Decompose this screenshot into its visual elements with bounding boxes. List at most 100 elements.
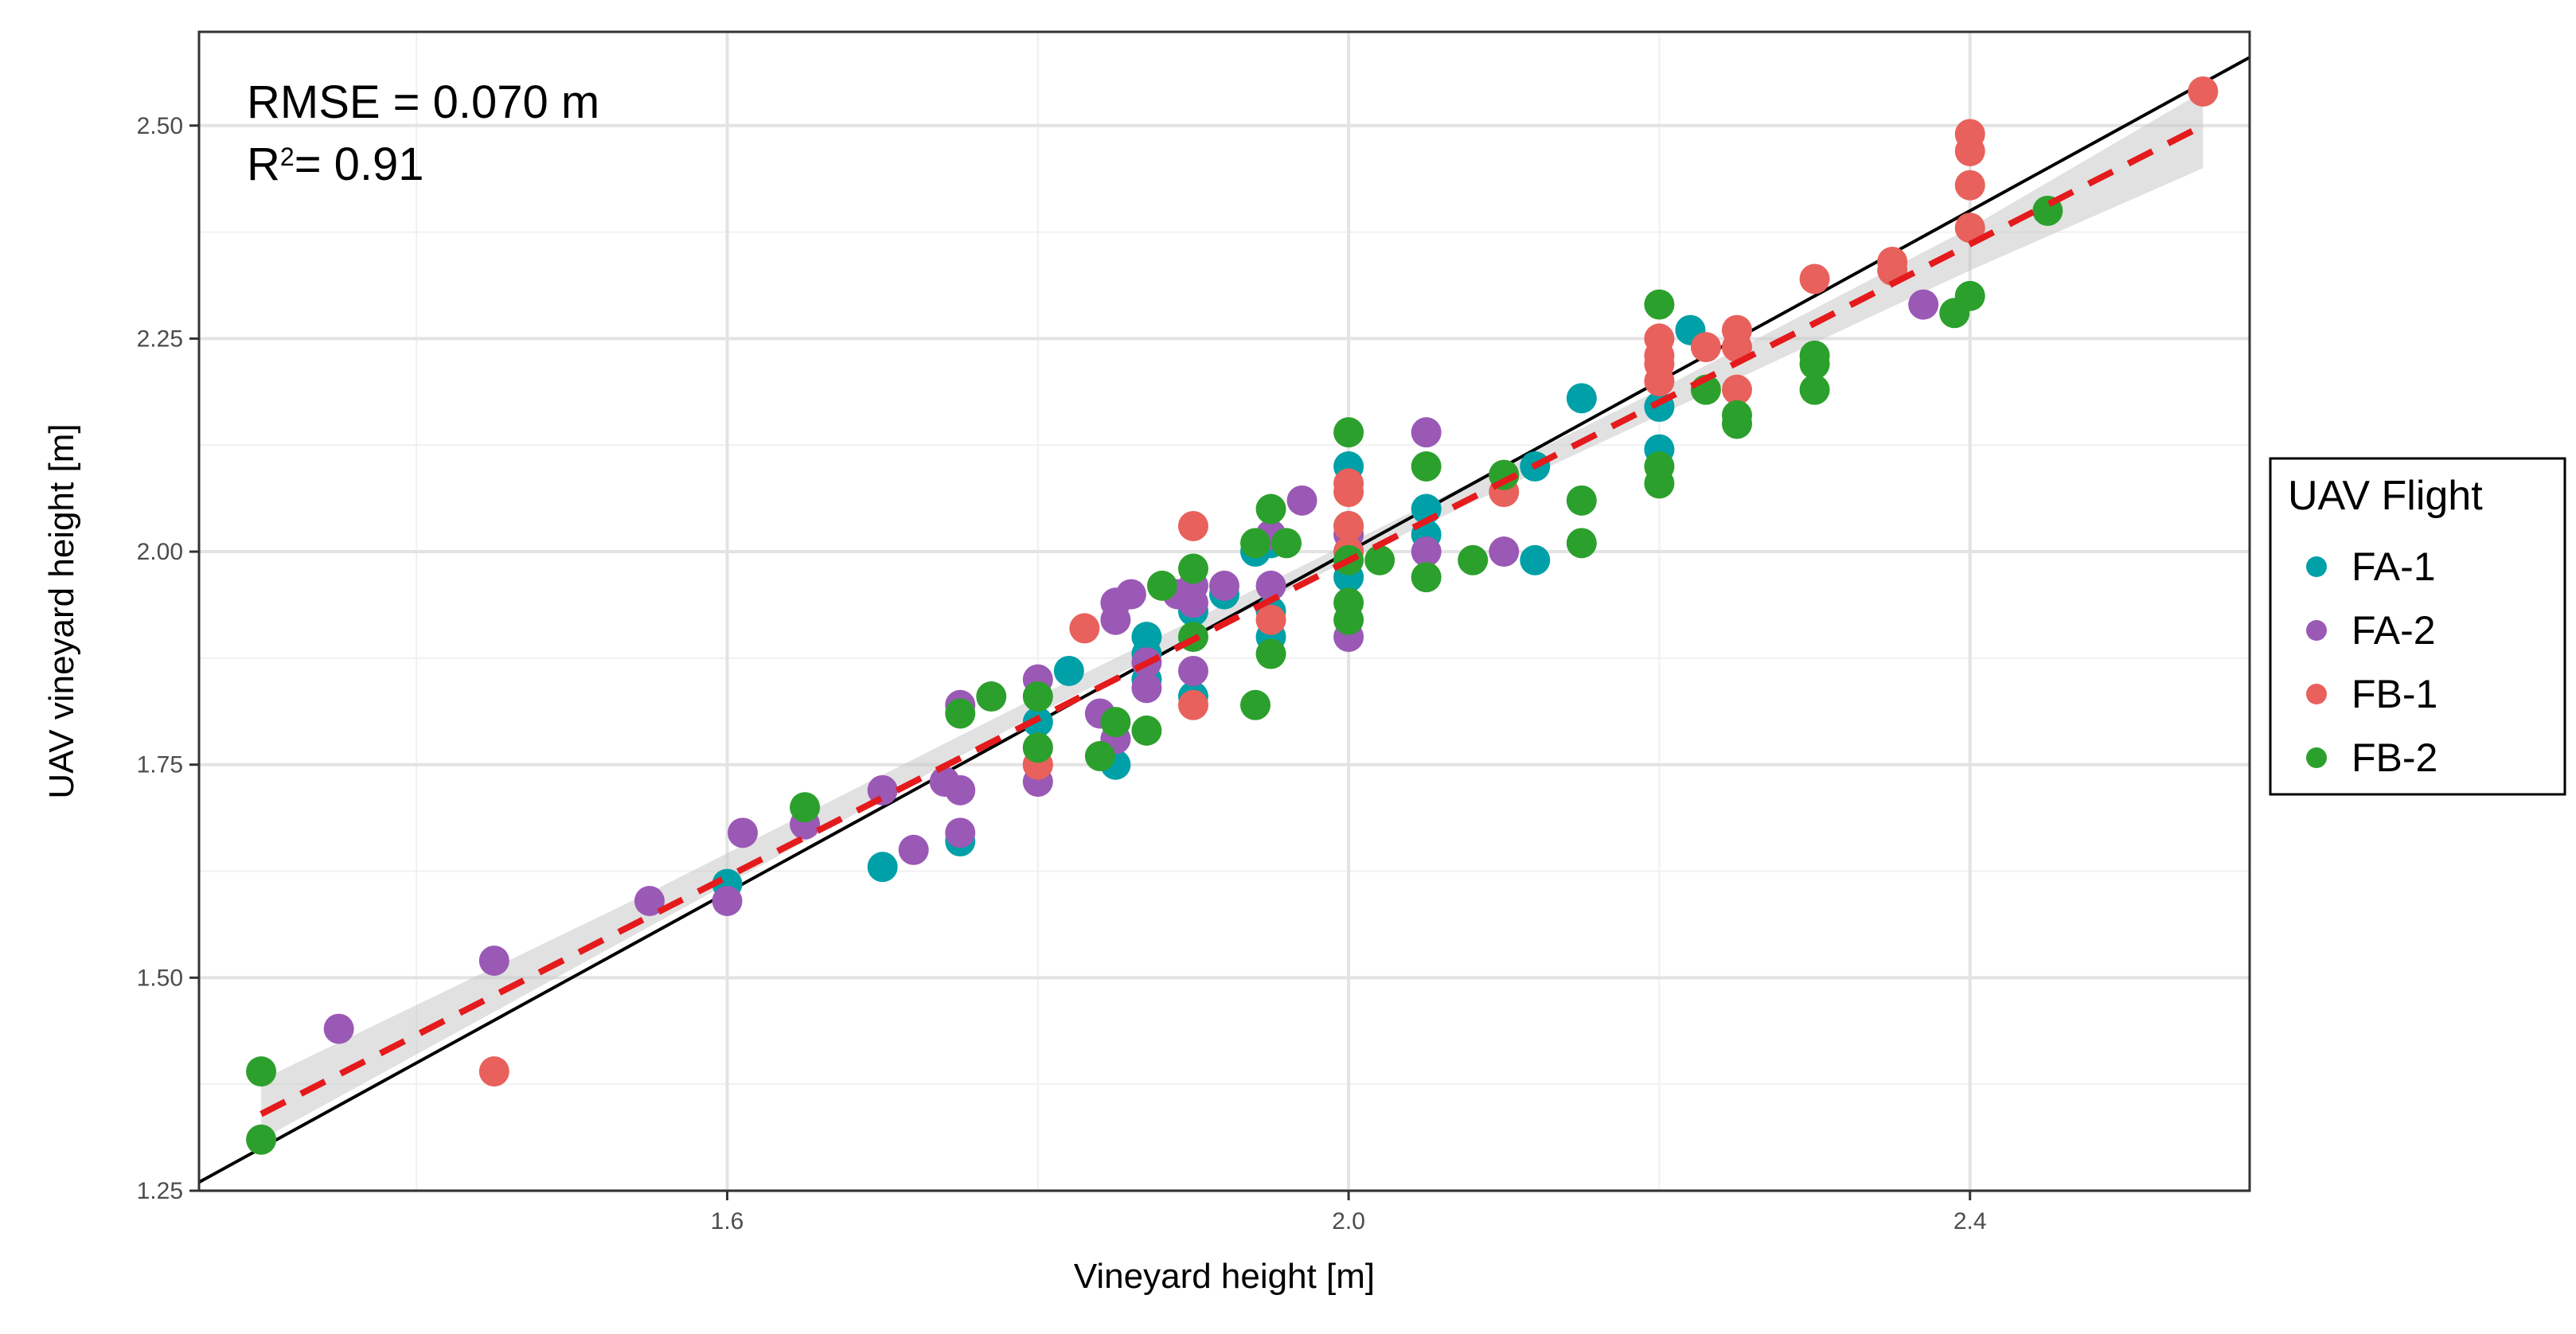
data-point-fa-2	[1255, 570, 1286, 601]
data-point-fb-2	[1411, 562, 1442, 593]
data-point-fa-2	[1131, 673, 1162, 704]
data-point-fb-1	[1954, 213, 1985, 244]
data-point-fb-2	[1799, 340, 1830, 371]
y-axis-title: UAV vineyard height [m]	[42, 423, 81, 798]
legend-label-fa-1: FA-1	[2352, 544, 2436, 589]
data-point-fb-2	[1458, 544, 1489, 575]
data-point-fb-2	[945, 698, 976, 729]
r2-value: = 0.91	[295, 138, 424, 190]
data-point-fa-2	[1209, 570, 1239, 601]
legend-item-fb-2: FB-2	[2306, 735, 2437, 780]
identity-line-layer	[199, 55, 2250, 1184]
data-point-fb-2	[1954, 280, 1985, 311]
data-point-fb-1	[1644, 323, 1675, 354]
data-point-fa-2	[898, 834, 929, 865]
data-point-fa-2	[712, 886, 743, 916]
legend-item-fa-1: FA-1	[2306, 544, 2436, 589]
data-point-fb-2	[1271, 528, 1302, 559]
data-point-fa-2	[867, 774, 898, 805]
data-point-fa-2	[478, 945, 509, 976]
data-point-fb-2	[1411, 451, 1442, 482]
r2-symbol: R	[247, 138, 280, 190]
data-point-fb-1	[1954, 119, 1985, 150]
legend-label-fa-2: FA-2	[2352, 608, 2436, 653]
data-point-fb-2	[1364, 544, 1395, 575]
data-point-fa-1	[867, 852, 898, 883]
data-point-fb-1	[1177, 510, 1208, 541]
y-tick-label: 1.50	[137, 965, 183, 991]
data-point-fa-2	[1411, 536, 1442, 568]
data-point-fb-1	[1177, 689, 1208, 720]
series-fb-2	[246, 195, 2063, 1155]
data-point-fb-2	[1084, 741, 1115, 771]
data-point-fb-1	[1799, 263, 1830, 294]
data-point-fb-2	[1644, 451, 1675, 482]
data-point-fb-2	[1566, 485, 1597, 516]
identity-line	[199, 55, 2250, 1184]
data-point-fb-2	[246, 1056, 277, 1087]
data-point-fb-1	[1877, 247, 1908, 278]
data-point-fb-1	[1333, 468, 1364, 499]
data-point-fa-2	[945, 774, 976, 805]
r2-annotation: R2= 0.91	[247, 138, 424, 190]
data-point-fb-1	[1722, 314, 1752, 345]
panel-border	[197, 30, 2251, 1192]
data-point-fb-2	[1022, 681, 1053, 712]
r2-superscript: 2	[280, 142, 295, 171]
x-tick-label: 2.4	[1953, 1208, 1987, 1235]
data-points	[246, 76, 2219, 1155]
legend: UAV Flight FA-1 FA-2 FB-1 FB-2	[2269, 457, 2566, 796]
fit-line-layer	[260, 123, 2205, 1118]
data-point-fa-2	[1115, 579, 1146, 610]
data-point-fa-2	[1286, 485, 1317, 516]
data-point-fa-1	[1131, 622, 1162, 653]
data-point-fa-2	[945, 817, 976, 848]
legend-title: UAV Flight	[2288, 473, 2483, 519]
axis-ticks: 1.6 2.0 2.4 1.25 1.50 1.75 2.00 2.25 2.50	[137, 113, 1987, 1235]
data-point-fa-1	[1520, 544, 1551, 575]
data-point-fa-2	[1177, 655, 1208, 686]
x-tick-label: 1.6	[711, 1208, 744, 1235]
y-tick-label: 2.00	[137, 539, 183, 565]
legend-label-fb-2: FB-2	[2352, 735, 2437, 780]
legend-swatch-fa-2	[2306, 620, 2327, 641]
data-point-fb-2	[1255, 638, 1286, 669]
legend-swatch-fb-1	[2306, 684, 2327, 704]
data-point-fa-2	[634, 886, 665, 916]
data-point-fb-1	[1954, 170, 1985, 201]
data-point-fb-2	[1131, 715, 1162, 746]
data-point-fb-2	[1333, 587, 1364, 618]
data-point-fb-1	[1255, 604, 1286, 635]
x-tick-label: 2.0	[1332, 1208, 1365, 1235]
data-point-fb-1	[1069, 613, 1100, 644]
data-point-fb-2	[790, 792, 821, 823]
data-point-fb-1	[1690, 332, 1721, 363]
data-point-fb-1	[1722, 374, 1752, 405]
data-point-fa-2	[1411, 417, 1442, 448]
data-point-fa-2	[323, 1013, 354, 1044]
data-point-fb-2	[1240, 528, 1271, 559]
fit-line	[260, 123, 2205, 1118]
data-point-fb-2	[976, 681, 1007, 712]
data-point-fb-2	[1644, 289, 1675, 320]
data-point-fb-2	[1566, 528, 1597, 559]
y-tick-label: 2.25	[137, 326, 183, 352]
data-point-fb-2	[246, 1124, 277, 1155]
data-point-fb-1	[1333, 510, 1364, 541]
legend-item-fb-1: FB-1	[2306, 672, 2437, 716]
data-point-fa-2	[1489, 536, 1520, 568]
data-point-fb-2	[1799, 374, 1830, 405]
x-axis-title: Vineyard height [m]	[1074, 1257, 1375, 1296]
data-point-fb-2	[1177, 553, 1208, 584]
data-point-fb-2	[1146, 570, 1177, 601]
legend-items: FA-1 FA-2 FB-1 FB-2	[2306, 544, 2437, 780]
data-point-fb-2	[1022, 732, 1053, 763]
data-point-fa-2	[728, 817, 759, 848]
legend-item-fa-2: FA-2	[2306, 608, 2436, 653]
data-point-fb-2	[1100, 707, 1131, 738]
y-tick-label: 2.50	[137, 113, 183, 139]
y-tick-label: 1.25	[137, 1178, 183, 1204]
data-point-fb-1	[478, 1056, 509, 1087]
data-point-fa-1	[1566, 383, 1597, 414]
